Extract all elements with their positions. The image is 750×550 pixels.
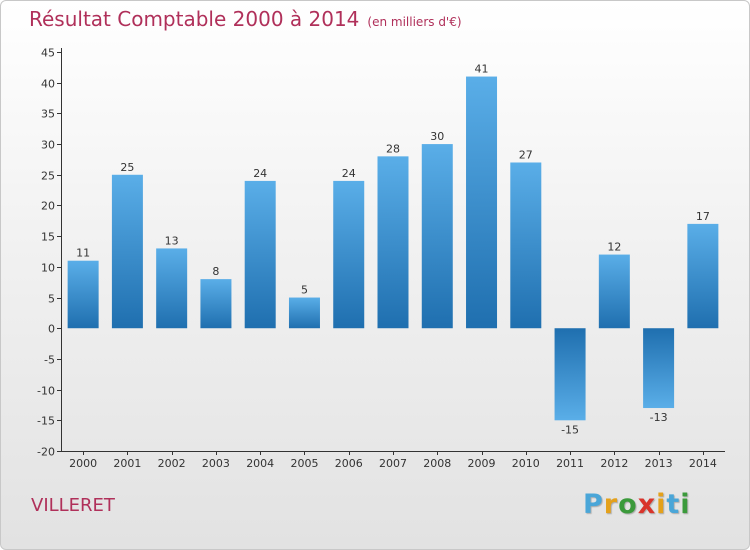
bars: [67, 76, 719, 421]
chart-title: Résultat Comptable 2000 à 2014 (en millie…: [29, 7, 462, 31]
y-tick-label: -10: [37, 385, 55, 398]
y-tick-label: 5: [48, 293, 55, 306]
x-tick-label: 2011: [556, 457, 584, 470]
bar-2010: [510, 162, 542, 329]
x-tick-label: 2013: [645, 457, 673, 470]
data-label-2014: 17: [696, 210, 710, 223]
x-tick-label: 2006: [335, 457, 363, 470]
value-labels: 11 25 13 8 24 5 24 28 30 41 27 -15 12 -13 17: [76, 63, 710, 437]
bar-2007: [377, 156, 409, 329]
y-tick-label: -5: [44, 354, 55, 367]
logo-letter: i: [680, 489, 691, 520]
axes: -20 -15 -10 -5 0 5 10 15 20 25 30 35 40 45 2000 2001 200…: [37, 47, 725, 470]
bar-2008: [421, 144, 453, 329]
x-tick-label: 2003: [202, 457, 230, 470]
data-label-2011: -15: [561, 423, 579, 436]
x-tick-label: 2005: [290, 457, 318, 470]
logo-letter: r: [603, 489, 619, 520]
logo-letter: i: [656, 489, 667, 520]
y-tick-label: 25: [41, 170, 55, 183]
x-tick-label: 2014: [689, 457, 717, 470]
chart-title-text: Résultat Comptable 2000 à 2014: [29, 7, 360, 31]
y-tick-label: 20: [41, 200, 55, 213]
logo-letter: o: [618, 489, 638, 520]
x-tick-label: 2004: [246, 457, 274, 470]
data-label-2008: 30: [430, 130, 444, 143]
x-tick-label: 2010: [512, 457, 540, 470]
data-label-2002: 13: [165, 234, 179, 247]
y-tick-label: 45: [41, 47, 55, 60]
y-tick-label: 15: [41, 231, 55, 244]
data-label-2003: 8: [212, 265, 219, 278]
bar-2004: [244, 180, 276, 329]
y-tick-label: 0: [48, 323, 55, 336]
data-label-2012: 12: [607, 241, 621, 254]
commune-name: VILLERET: [31, 495, 115, 516]
logo-letter: P: [583, 489, 604, 520]
chart-subtitle: (en milliers d'€): [367, 15, 462, 29]
data-label-2005: 5: [301, 284, 308, 297]
bar-2011: [554, 328, 586, 421]
bar-2003: [200, 279, 232, 329]
data-label-2004: 24: [253, 167, 267, 180]
data-label-2007: 28: [386, 142, 400, 155]
y-tick-label: -15: [37, 415, 55, 428]
x-tick-label: 2012: [600, 457, 628, 470]
x-tick-label: 2009: [468, 457, 496, 470]
bar-2006: [333, 180, 365, 329]
data-label-2000: 11: [76, 247, 90, 260]
data-label-2013: -13: [650, 411, 668, 424]
bar-2005: [288, 297, 320, 329]
logo-letter: x: [637, 489, 657, 520]
bar-2001: [111, 174, 143, 329]
logo-letter: t: [666, 489, 681, 520]
y-tick-label: -20: [37, 446, 55, 459]
bar-2014: [687, 223, 719, 329]
bar-2012: [598, 254, 630, 329]
x-tick-label: 2000: [69, 457, 97, 470]
x-tick-label: 2001: [113, 457, 141, 470]
proxiti-logo: Proxiti: [583, 489, 691, 520]
data-label-2006: 24: [342, 167, 356, 180]
bar-2000: [67, 260, 99, 329]
bar-2002: [156, 248, 188, 329]
data-label-2010: 27: [519, 148, 533, 161]
y-tick-label: 35: [41, 108, 55, 121]
y-tick-label: 10: [41, 262, 55, 275]
data-label-2009: 41: [475, 63, 489, 76]
x-tick-label: 2008: [423, 457, 451, 470]
x-tick-label: 2007: [379, 457, 407, 470]
bar-2009: [466, 76, 498, 329]
y-tick-label: 30: [41, 139, 55, 152]
x-tick-label: 2002: [158, 457, 186, 470]
y-tick-label: 40: [41, 78, 55, 91]
data-label-2001: 25: [120, 161, 134, 174]
bar-2013: [643, 328, 675, 409]
